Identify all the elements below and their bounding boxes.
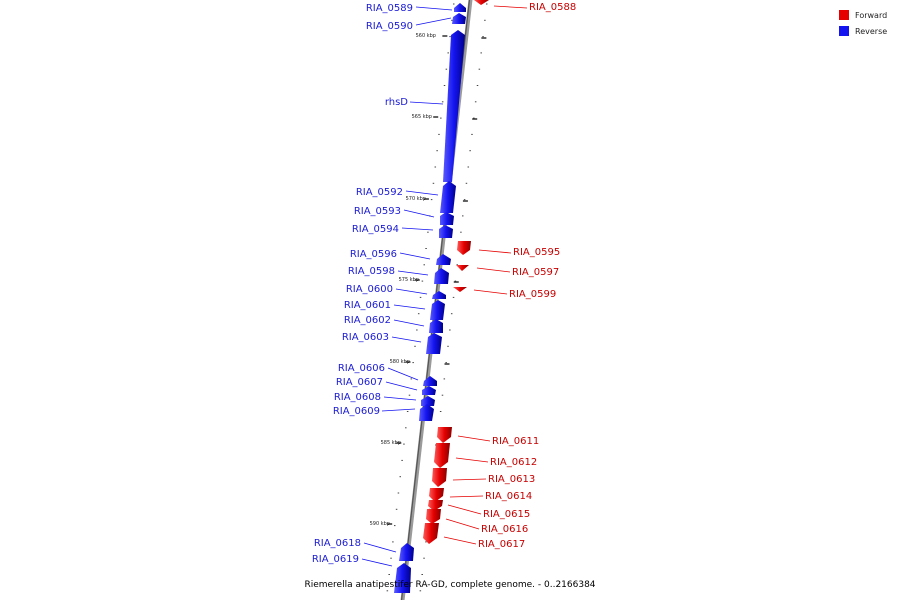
gene-arrow-RIA_0601[interactable]	[430, 300, 445, 320]
gene-arrow-RIA_0592[interactable]	[440, 181, 456, 213]
gene-arrow-RIA_0595[interactable]	[457, 241, 471, 255]
scale-label-560: 560 kbp	[416, 33, 436, 39]
gene-arrow-RIA_0597[interactable]	[456, 265, 469, 271]
scale-label-570: 570 kbp	[406, 196, 426, 202]
gene-arrow-RIA_0596[interactable]	[436, 254, 451, 265]
legend-forward-label: Forward	[855, 11, 887, 20]
scale-label-575: 575 kbp	[399, 277, 419, 283]
gene-arrow-RIA_0611[interactable]	[437, 427, 452, 443]
gene-label: RIA_0603	[342, 332, 389, 343]
gene-arrow-RIA_0618[interactable]	[399, 543, 414, 561]
gene-label: RIA_0613	[488, 474, 535, 485]
gene-label: RIA_0592	[356, 187, 403, 198]
gene-label: RIA_0600	[346, 284, 393, 295]
gene-arrow-RIA_0599[interactable]	[453, 287, 467, 292]
scale-label-580: 580 kbp	[390, 359, 410, 365]
gene-arrow-RIA_0619[interactable]	[394, 563, 411, 593]
gene-label: RIA_0589	[366, 3, 413, 14]
gene-arrow-RIA_0600[interactable]	[432, 291, 446, 299]
gene-label: RIA_0590	[366, 21, 413, 32]
legend-reverse-label: Reverse	[855, 27, 887, 36]
scale-label-590: 590 kbp	[370, 521, 390, 527]
gene-label: RIA_0615	[483, 509, 530, 520]
gene-arrow-RIA_0613[interactable]	[432, 468, 447, 487]
gene-arrow-RIA_0608[interactable]	[421, 396, 435, 406]
gene-label: rhsD	[385, 97, 408, 108]
gene-arrow-RIA_0593[interactable]	[440, 212, 454, 225]
gene-arrow-RIA_0603[interactable]	[426, 333, 442, 354]
genome-caption: Riemerella anatipestifer RA-GD, complete…	[304, 580, 595, 590]
gene-label: RIA_0612	[490, 457, 537, 468]
gene-label: RIA_0588	[529, 2, 576, 13]
gene-label: RIA_0601	[344, 300, 391, 311]
scale-label-565: 565 kbp	[412, 114, 432, 120]
gene-label: RIA_0618	[314, 538, 361, 549]
gene-label: RIA_0607	[336, 377, 383, 388]
gene-arrow-RIA_0616[interactable]	[426, 509, 441, 524]
gene-arrow-RIA_0612[interactable]	[434, 443, 450, 468]
leader-lines	[361, 5, 528, 567]
reverse-genes	[394, 3, 466, 593]
gene-arrow-RIA_0594[interactable]	[439, 225, 453, 238]
gene-label: RIA_0616	[481, 524, 528, 535]
gene-arrow-RIA_0590[interactable]	[452, 13, 466, 24]
gene-arrow-RIA_0607[interactable]	[422, 386, 436, 395]
legend: Forward Reverse	[839, 10, 887, 36]
gene-label: RIA_0617	[478, 539, 525, 550]
gene-label: RIA_0596	[350, 249, 397, 260]
legend-forward-swatch	[839, 10, 849, 20]
scale-labels: 560 kbp 565 kbp 570 kbp 575 kbp 580 kbp …	[370, 33, 436, 527]
gene-label: RIA_0606	[338, 363, 385, 374]
gene-arrow-rhsD[interactable]	[443, 30, 465, 182]
gene-arrow-RIA_0602[interactable]	[429, 319, 443, 333]
gene-label: RIA_0608	[334, 392, 381, 403]
gene-arrow-RIA_0598[interactable]	[434, 268, 449, 284]
gene-label: RIA_0598	[348, 266, 395, 277]
forward-genes	[423, 0, 489, 544]
gene-label: RIA_0611	[492, 436, 539, 447]
gene-arrow-RIA_0615[interactable]	[428, 500, 443, 511]
gene-arrow-RIA_0617[interactable]	[423, 523, 439, 544]
gene-arrow-RIA_0606[interactable]	[423, 376, 437, 386]
gene-label: RIA_0619	[312, 554, 359, 565]
gene-arrow-RIA_0609[interactable]	[419, 404, 434, 421]
gene-label: RIA_0593	[354, 206, 401, 217]
gene-label: RIA_0602	[344, 315, 391, 326]
gene-labels: RIA_0588 RIA_0589 RIA_0590 rhsD RIA_0592…	[312, 2, 576, 565]
gene-arrow-RIA_0588[interactable]	[474, 0, 489, 5]
gene-label: RIA_0594	[352, 224, 399, 235]
gene-label: RIA_0597	[512, 267, 559, 278]
gene-arrow-RIA_0589[interactable]	[454, 3, 466, 12]
gene-label: RIA_0614	[485, 491, 532, 502]
gene-label: RIA_0609	[333, 406, 380, 417]
gene-arrow-RIA_0614[interactable]	[429, 488, 444, 502]
scale-label-585: 585 kbp	[381, 440, 401, 446]
legend-reverse-swatch	[839, 26, 849, 36]
gene-label: RIA_0595	[513, 247, 560, 258]
gene-label: RIA_0599	[509, 289, 556, 300]
